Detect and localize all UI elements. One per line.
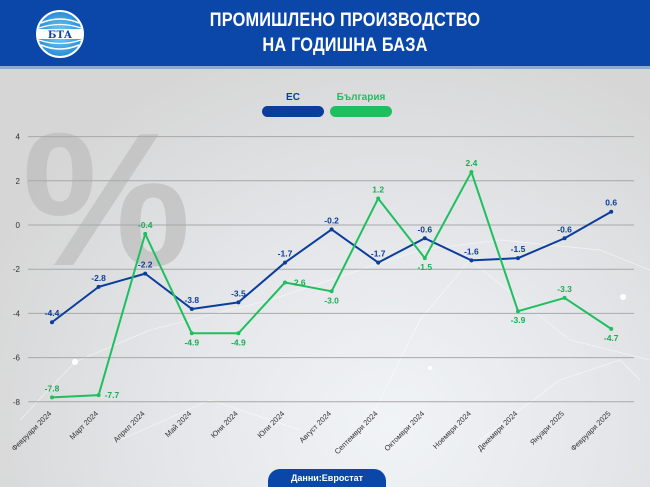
data-point (562, 295, 567, 300)
data-point (50, 320, 54, 325)
data-point (609, 209, 614, 214)
y-tick-label: 2 (16, 177, 21, 186)
bta-logo-icon: БТА (36, 10, 84, 58)
series-lines (50, 169, 614, 400)
x-tick-label: Декември 2024 (476, 409, 520, 453)
x-tick-label: Ноември 2024 (431, 409, 473, 451)
y-tick-label: -8 (13, 398, 21, 407)
data-label: -4.9 (231, 337, 246, 347)
x-tick-label: Юни 2024 (209, 409, 240, 440)
svg-text:БТА: БТА (48, 30, 73, 41)
legend-swatch-eu (262, 106, 324, 117)
x-tick-label: Август 2024 (297, 409, 333, 445)
data-point (469, 169, 474, 174)
data-label: -2.6 (291, 277, 306, 287)
network-decoration (19, 239, 650, 441)
data-point (422, 256, 427, 261)
data-label: -2.2 (138, 260, 153, 270)
data-point (189, 331, 194, 336)
data-label: -3.9 (511, 315, 526, 325)
x-tick-label: Април 2024 (112, 409, 147, 444)
grid-lines (28, 136, 634, 403)
data-point (562, 236, 567, 241)
data-point (329, 227, 334, 232)
data-point (609, 326, 614, 331)
x-tick-label: Юли 2024 (256, 409, 287, 440)
header-divider (0, 66, 650, 69)
x-tick-label: Февруари 2024 (10, 409, 54, 453)
data-label: -1.6 (464, 246, 479, 256)
data-point (143, 271, 148, 276)
chart-legend: ЕС България (262, 91, 392, 119)
data-label: -4.9 (184, 337, 199, 347)
legend-swatch-bulgaria (330, 106, 392, 117)
data-label: -1.7 (278, 249, 293, 259)
legend-item-bulgaria: България (330, 91, 392, 117)
data-label: -3.0 (324, 295, 339, 305)
x-tick-label: Март 2024 (68, 409, 100, 441)
data-point (236, 300, 241, 305)
data-point (283, 260, 287, 265)
title-line-1: ПРОМИШЛЕНО ПРОИЗВОДСТВО (209, 10, 481, 31)
data-label: 2.4 (465, 158, 477, 168)
data-label: -3.8 (184, 295, 199, 305)
data-point (329, 289, 334, 294)
data-point (143, 231, 148, 236)
chart-background (0, 69, 650, 487)
percent-watermark: % (22, 94, 191, 306)
data-point (516, 256, 520, 261)
legend-label-bulgaria: България (336, 92, 386, 103)
data-label: -7.7 (105, 390, 120, 400)
data-label: -3.3 (557, 284, 572, 294)
data-label: -0.2 (324, 215, 339, 225)
x-tick-label: Октомври 2024 (382, 409, 426, 453)
x-tick-label: Февруари 2025 (569, 409, 613, 453)
data-point (469, 258, 474, 263)
data-point (50, 395, 54, 400)
x-axis-labels: Февруари 2024 Март 2024 Април 2024 Май 2024… (10, 409, 613, 456)
data-label: 0.6 (605, 198, 617, 208)
legend-label-eu: ЕС (286, 92, 300, 103)
data-label: -2.8 (91, 273, 106, 283)
data-point (189, 306, 194, 311)
data-point (283, 280, 287, 285)
data-point (96, 284, 101, 289)
data-point (376, 260, 381, 265)
x-tick-label: Май 2024 (163, 409, 193, 439)
data-point (516, 309, 520, 314)
y-tick-label: -2 (13, 265, 21, 274)
source-badge: Данни:Евростат (268, 469, 386, 487)
legend-item-eu: ЕС (262, 91, 324, 117)
data-label: -4.4 (45, 308, 60, 318)
y-tick-label: 0 (16, 221, 21, 230)
y-tick-label: 4 (16, 133, 21, 142)
y-axis-ticks: 4 2 0 -2 -4 -6 -8 (13, 133, 21, 407)
page-title: ПРОМИШЛЕНО ПРОИЗВОДСТВО НА ГОДИШНА БАЗА (152, 8, 539, 58)
header-bar: БТА ПРОМИШЛЕНО ПРОИЗВОДСТВО НА ГОДИШНА Б… (0, 0, 650, 66)
data-label: -3.5 (231, 288, 246, 298)
x-tick-label: Януари 2025 (528, 409, 566, 447)
x-tick-label: Септември 2024 (333, 409, 380, 456)
data-label: -0.6 (417, 224, 432, 234)
title-line-2: НА ГОДИШНА БАЗА (262, 35, 428, 56)
data-label: -1.5 (417, 262, 432, 272)
data-label: -7.8 (45, 383, 60, 393)
data-label: -1.5 (511, 244, 526, 254)
data-label: -0.6 (557, 224, 572, 234)
y-tick-label: -6 (13, 354, 21, 363)
data-point (96, 393, 101, 398)
data-label: 1.2 (372, 184, 384, 194)
data-point (422, 236, 427, 241)
data-label: -1.7 (371, 249, 386, 259)
y-tick-label: -4 (13, 309, 21, 318)
data-label: -0.4 (138, 220, 153, 230)
data-label: -4.7 (604, 333, 619, 343)
data-point (376, 196, 381, 201)
data-labels: -4.4 -2.8 -2.2 -3.8 -3.5 -1.7 -0.2 -1.7 -0.6 -1.6… (45, 158, 619, 400)
data-point (236, 331, 241, 336)
